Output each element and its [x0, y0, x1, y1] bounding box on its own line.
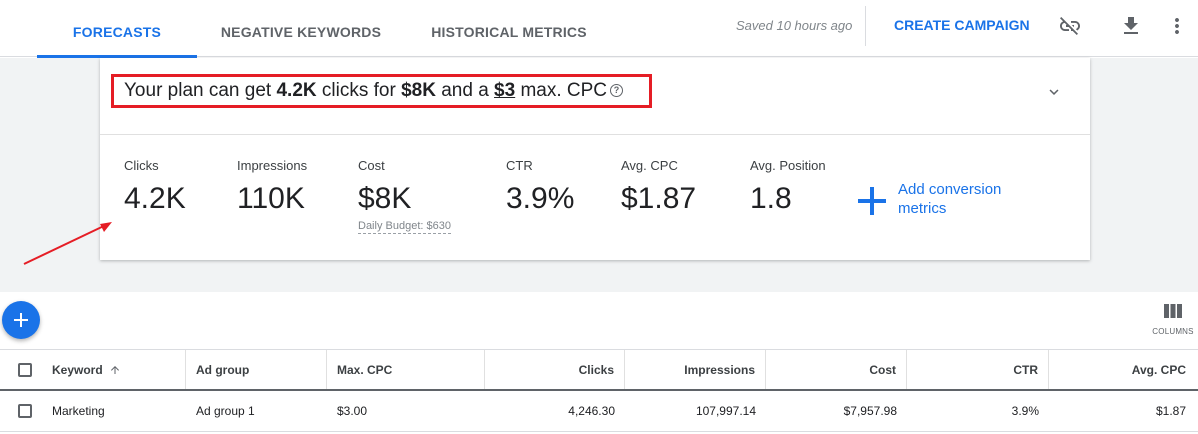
- forecast-summary-card: Your plan can get 4.2K clicks for $8K an…: [100, 58, 1090, 260]
- metric-value: 3.9%: [506, 182, 575, 215]
- chevron-down-icon[interactable]: [1045, 83, 1063, 101]
- table-row: Marketing Ad group 1 $3.00 4,246.30 107,…: [0, 391, 1198, 432]
- add-conversion-line1: Add conversion: [898, 181, 1002, 198]
- cell-max-cpc[interactable]: $3.00: [337, 404, 368, 418]
- header-clicks[interactable]: Clicks: [485, 350, 625, 389]
- header-ad-group[interactable]: Ad group: [186, 350, 327, 389]
- metric-ctr: CTR 3.9%: [506, 158, 574, 216]
- summary-clicks: 4.2K: [276, 80, 317, 101]
- metric-avg-position: Avg. Position 1.8: [750, 158, 826, 216]
- summary-text: clicks for: [316, 80, 402, 101]
- metric-value: 4.2K: [124, 182, 186, 215]
- add-conversion-label: Add conversion metrics: [898, 180, 1048, 218]
- tab-historical-metrics[interactable]: HISTORICAL METRICS: [431, 24, 587, 40]
- metric-label: Impressions: [237, 158, 308, 173]
- keyword-table: Keyword Ad group Max. CPC Clicks Impress…: [0, 349, 1198, 432]
- divider: [865, 6, 866, 46]
- plus-icon: [14, 313, 28, 327]
- header-label: Keyword: [52, 363, 103, 377]
- header-ctr[interactable]: CTR: [907, 350, 1049, 389]
- help-icon[interactable]: ?: [610, 84, 624, 97]
- cell-clicks: 4,246.30: [568, 404, 615, 418]
- add-conversion-metrics-button[interactable]: Add conversion metrics: [857, 180, 1057, 220]
- header-avg-cpc[interactable]: Avg. CPC: [1131, 363, 1186, 377]
- columns-icon: [1164, 304, 1182, 318]
- metric-impressions: Impressions 110K: [237, 158, 307, 216]
- row-select-cell: [0, 391, 42, 431]
- metric-avg-cpc: Avg. CPC $1.87: [621, 158, 696, 216]
- row-checkbox[interactable]: [18, 404, 32, 418]
- metric-cost: Cost $8K Daily Budget: $630: [358, 158, 451, 234]
- header-impressions[interactable]: Impressions: [625, 350, 766, 389]
- top-bar: FORECASTS NEGATIVE KEYWORDS HISTORICAL M…: [0, 0, 1198, 58]
- cell-cost: $7,957.98: [843, 404, 897, 418]
- tab-forecasts[interactable]: FORECASTS: [37, 0, 197, 58]
- metric-value: 110K: [237, 182, 305, 215]
- cell-ad-group[interactable]: Ad group 1: [196, 404, 255, 418]
- summary-cost: $8K: [401, 80, 436, 101]
- plan-summary-headline: Your plan can get 4.2K clicks for $8K an…: [111, 74, 652, 108]
- header-max-cpc[interactable]: Max. CPC: [327, 350, 485, 389]
- sort-arrow-up-icon: [110, 366, 119, 374]
- metric-value: 1.8: [750, 182, 792, 215]
- daily-budget[interactable]: Daily Budget: $630: [358, 220, 451, 234]
- create-campaign-button[interactable]: CREATE CAMPAIGN: [894, 17, 1030, 33]
- select-all-checkbox[interactable]: [18, 363, 32, 377]
- tab-negative-keywords[interactable]: NEGATIVE KEYWORDS: [220, 24, 382, 40]
- add-conversion-line2: metrics: [898, 200, 947, 217]
- cell-impressions: 107,997.14: [695, 404, 756, 418]
- metric-label: CTR: [506, 158, 533, 173]
- cell-keyword[interactable]: Marketing: [52, 404, 105, 418]
- more-vert-icon[interactable]: [1165, 14, 1189, 38]
- metric-label: Cost: [358, 158, 385, 173]
- card-divider: [100, 134, 1090, 135]
- unlink-icon[interactable]: [1058, 14, 1082, 38]
- metric-value: $1.87: [621, 182, 697, 215]
- summary-text: max. CPC: [515, 80, 608, 101]
- columns-label: COLUMNS: [1152, 327, 1194, 336]
- summary-max-cpc[interactable]: $3: [494, 80, 516, 101]
- header-cost[interactable]: Cost: [766, 350, 907, 389]
- columns-button[interactable]: COLUMNS: [1148, 304, 1198, 342]
- plus-icon: [858, 187, 886, 215]
- metric-value: $8K: [358, 182, 412, 215]
- metric-label: Clicks: [124, 158, 159, 173]
- summary-text: Your plan can get: [124, 80, 277, 101]
- header-keyword[interactable]: Keyword: [42, 350, 186, 389]
- annotation-arrow-icon: [23, 222, 112, 265]
- cell-avg-cpc: $1.87: [1155, 404, 1186, 418]
- cell-ctr: 3.9%: [1011, 404, 1039, 418]
- metric-clicks: Clicks 4.2K: [124, 158, 186, 216]
- select-all-cell: [0, 350, 42, 389]
- saved-status: Saved 10 hours ago: [736, 18, 853, 33]
- metric-label: Avg. CPC: [621, 158, 678, 173]
- metric-label: Avg. Position: [750, 158, 826, 173]
- summary-text: and a: [435, 80, 495, 101]
- download-icon[interactable]: [1119, 14, 1143, 38]
- add-keyword-button[interactable]: [2, 301, 40, 339]
- table-header-row: Keyword Ad group Max. CPC Clicks Impress…: [0, 350, 1198, 391]
